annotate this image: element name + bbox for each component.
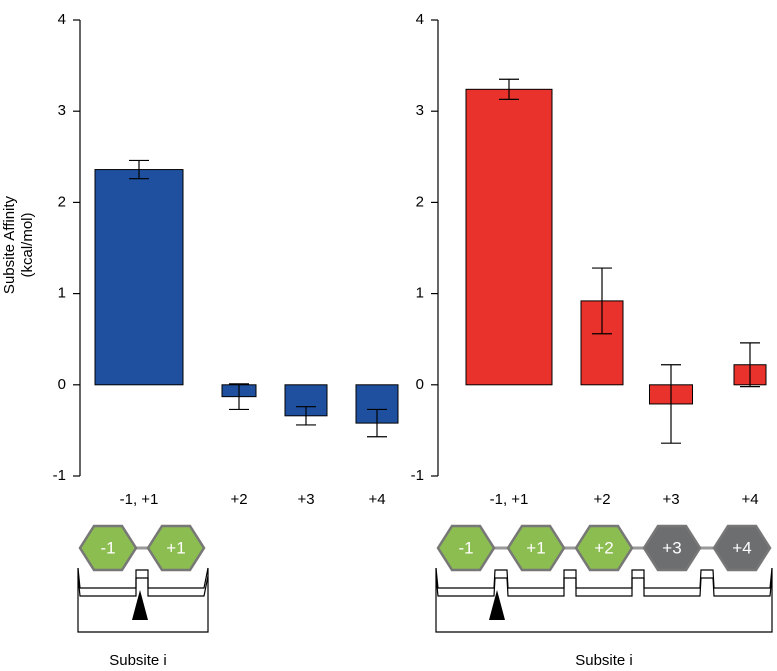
subsite-label: +1 xyxy=(526,538,545,557)
x-axis-label: Subsite i xyxy=(575,652,633,669)
x-tick-label: +3 xyxy=(662,491,679,508)
x-tick-label: +2 xyxy=(593,491,610,508)
x-tick-label: -1, +1 xyxy=(490,491,529,508)
y-tick-label: -1 xyxy=(411,467,424,484)
y-tick-label: 1 xyxy=(416,285,424,302)
x-tick-label: +2 xyxy=(230,491,247,508)
subsite-hexagon xyxy=(642,524,702,572)
subsite-groove xyxy=(77,567,209,589)
subsite-label: +3 xyxy=(662,538,681,557)
x-tick-label: +3 xyxy=(297,491,314,508)
bar xyxy=(94,169,184,386)
y-tick-label: 0 xyxy=(416,376,424,393)
subsite-label: -1 xyxy=(458,538,473,557)
y-tick-label: 4 xyxy=(416,11,424,28)
y-tick-label: 1 xyxy=(58,285,66,302)
x-tick-label: +4 xyxy=(368,491,385,508)
bar xyxy=(465,88,553,386)
subsite-label: +1 xyxy=(166,538,185,557)
subsite-groove xyxy=(435,575,773,597)
subsite-hexagon xyxy=(506,524,566,572)
y-axis-label: (kcal/mol) xyxy=(19,212,36,277)
y-tick-label: 2 xyxy=(58,193,66,210)
y-tick-label: 4 xyxy=(58,11,66,28)
subsite-hexagon xyxy=(712,524,772,572)
subsite-bracket xyxy=(77,568,209,633)
x-tick-label: -1, +1 xyxy=(120,491,159,508)
subsite-hexagon xyxy=(78,524,138,572)
subsite-label: -1 xyxy=(100,538,115,557)
subsite-label: +2 xyxy=(594,538,613,557)
cleavage-arrow xyxy=(489,590,505,620)
x-tick-label: +4 xyxy=(741,491,758,508)
y-tick-label: 3 xyxy=(58,102,66,119)
subsite-hexagon xyxy=(146,524,206,572)
subsite-hexagon xyxy=(436,524,496,572)
x-axis-label: Subsite i xyxy=(109,652,167,669)
subsite-hexagon xyxy=(574,524,634,572)
subsite-bracket xyxy=(435,568,773,633)
subsite-groove xyxy=(435,567,773,589)
y-axis-label: Subsite Affinity xyxy=(1,195,18,294)
subsite-label: +4 xyxy=(732,538,751,557)
y-tick-label: -1 xyxy=(53,467,66,484)
y-tick-label: 2 xyxy=(416,193,424,210)
subsite-groove xyxy=(77,575,209,597)
y-tick-label: 3 xyxy=(416,102,424,119)
y-tick-label: 0 xyxy=(58,376,66,393)
cleavage-arrow xyxy=(132,590,148,620)
